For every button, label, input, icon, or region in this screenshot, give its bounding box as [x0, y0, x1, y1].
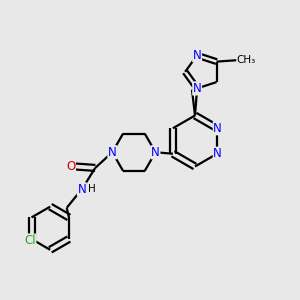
Text: H: H	[88, 184, 95, 194]
Text: N: N	[77, 183, 86, 196]
Text: N: N	[151, 146, 160, 159]
Text: N: N	[193, 49, 202, 62]
Text: N: N	[193, 82, 202, 95]
Text: CH₃: CH₃	[237, 55, 256, 65]
Text: N: N	[213, 147, 222, 160]
Text: Cl: Cl	[24, 234, 36, 247]
Text: N: N	[213, 122, 222, 135]
Text: O: O	[66, 160, 75, 173]
Text: N: N	[108, 146, 117, 159]
